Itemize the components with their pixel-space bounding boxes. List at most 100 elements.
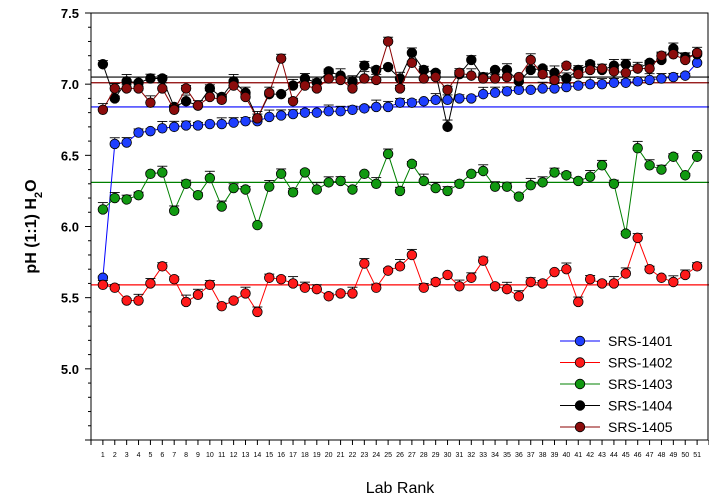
data-point bbox=[299, 167, 311, 178]
data-point bbox=[287, 187, 299, 198]
data-point bbox=[264, 111, 275, 123]
data-point bbox=[680, 170, 691, 181]
data-point bbox=[442, 94, 453, 106]
x-tick-label: 6 bbox=[160, 452, 164, 459]
data-point bbox=[382, 101, 394, 113]
data-point bbox=[335, 74, 346, 86]
data-point bbox=[573, 175, 584, 187]
data-point bbox=[323, 106, 334, 117]
data-point bbox=[644, 160, 655, 171]
data-point bbox=[359, 168, 370, 180]
legend: SRS-1401 SRS-1402 SRS-1403 SRS-1404 SRS-1405 bbox=[560, 333, 673, 435]
data-point bbox=[109, 192, 120, 204]
data-point bbox=[668, 49, 679, 60]
data-point bbox=[442, 185, 453, 197]
x-tick-label: 47 bbox=[646, 452, 654, 459]
y-tick-label: 7.0 bbox=[61, 77, 79, 92]
x-tick-label: 7 bbox=[172, 452, 176, 459]
data-point bbox=[275, 110, 287, 121]
data-point bbox=[525, 84, 536, 96]
x-tick-label: 13 bbox=[242, 452, 250, 459]
y-axis-title-main: pH (1:1) H bbox=[23, 198, 40, 274]
data-point bbox=[442, 84, 453, 96]
data-point bbox=[121, 137, 132, 148]
legend-label: SRS-1401 bbox=[608, 333, 673, 349]
data-point bbox=[418, 96, 429, 107]
x-tick-label: 42 bbox=[586, 452, 594, 459]
data-point bbox=[168, 121, 180, 133]
data-point bbox=[371, 101, 382, 113]
data-point bbox=[466, 70, 477, 81]
data-point bbox=[180, 120, 192, 131]
legend-item: SRS-1403 bbox=[560, 376, 673, 392]
data-point bbox=[347, 184, 358, 195]
x-tick-label: 23 bbox=[360, 452, 368, 459]
data-point bbox=[691, 151, 703, 162]
data-point bbox=[501, 181, 513, 192]
data-point bbox=[656, 164, 667, 175]
legend-label: SRS-1405 bbox=[608, 419, 673, 435]
data-point bbox=[133, 295, 144, 306]
data-point bbox=[371, 282, 382, 293]
data-point bbox=[299, 80, 311, 91]
data-point bbox=[109, 138, 120, 150]
y-tick-label: 7.5 bbox=[61, 6, 79, 21]
data-point bbox=[299, 107, 311, 118]
y-tick-label: 6.5 bbox=[61, 148, 79, 163]
data-point bbox=[668, 151, 679, 162]
data-point bbox=[382, 61, 394, 73]
data-point bbox=[596, 160, 608, 171]
x-tick-label: 33 bbox=[479, 452, 487, 459]
data-point bbox=[596, 78, 608, 90]
data-point bbox=[359, 73, 370, 84]
legend-item: SRS-1404 bbox=[560, 398, 673, 414]
data-point bbox=[406, 97, 418, 108]
legend-marker bbox=[574, 335, 586, 347]
data-point bbox=[596, 278, 608, 289]
y-axis-title: pH (1:1) H2O bbox=[23, 179, 45, 273]
data-point bbox=[311, 83, 323, 94]
data-point bbox=[97, 204, 109, 215]
x-tick-label: 3 bbox=[125, 452, 129, 459]
x-tick-label: 8 bbox=[184, 452, 188, 459]
legend-item: SRS-1402 bbox=[560, 355, 673, 371]
data-point bbox=[275, 88, 287, 100]
data-point bbox=[454, 281, 465, 292]
data-point bbox=[204, 279, 216, 291]
data-point bbox=[97, 104, 109, 115]
data-point bbox=[477, 73, 489, 84]
data-point bbox=[157, 167, 168, 178]
series-SRS-1403 bbox=[97, 140, 703, 239]
data-point bbox=[656, 272, 667, 283]
data-point bbox=[168, 104, 180, 115]
data-point bbox=[430, 94, 441, 106]
data-point bbox=[525, 180, 536, 191]
x-tick-label: 36 bbox=[515, 452, 523, 459]
y-axis-title-subscript: 2 bbox=[33, 192, 45, 198]
y-tick-label: 5.0 bbox=[61, 362, 79, 377]
data-point bbox=[513, 71, 525, 83]
x-tick-label: 28 bbox=[420, 452, 428, 459]
legend-item: SRS-1405 bbox=[560, 419, 673, 435]
data-point bbox=[180, 178, 192, 190]
legend-item: SRS-1401 bbox=[560, 333, 673, 349]
data-point bbox=[299, 282, 311, 293]
x-tick-label: 18 bbox=[301, 452, 309, 459]
data-point bbox=[133, 83, 144, 94]
data-point bbox=[252, 219, 263, 231]
data-point bbox=[371, 74, 382, 86]
x-tick-label: 34 bbox=[491, 452, 499, 459]
x-tick-label: 29 bbox=[432, 452, 440, 459]
data-point bbox=[371, 178, 382, 190]
data-point bbox=[513, 191, 525, 202]
y-tick-label: 5.5 bbox=[61, 291, 79, 306]
data-point bbox=[537, 177, 548, 188]
x-tick-label: 50 bbox=[681, 452, 689, 459]
x-tick-label: 51 bbox=[693, 452, 701, 459]
data-point bbox=[287, 278, 299, 289]
x-tick-label: 20 bbox=[325, 452, 333, 459]
x-tick-label: 39 bbox=[551, 452, 559, 459]
data-point bbox=[644, 264, 655, 275]
x-tick-label: 15 bbox=[265, 452, 273, 459]
series-layer bbox=[97, 36, 703, 318]
